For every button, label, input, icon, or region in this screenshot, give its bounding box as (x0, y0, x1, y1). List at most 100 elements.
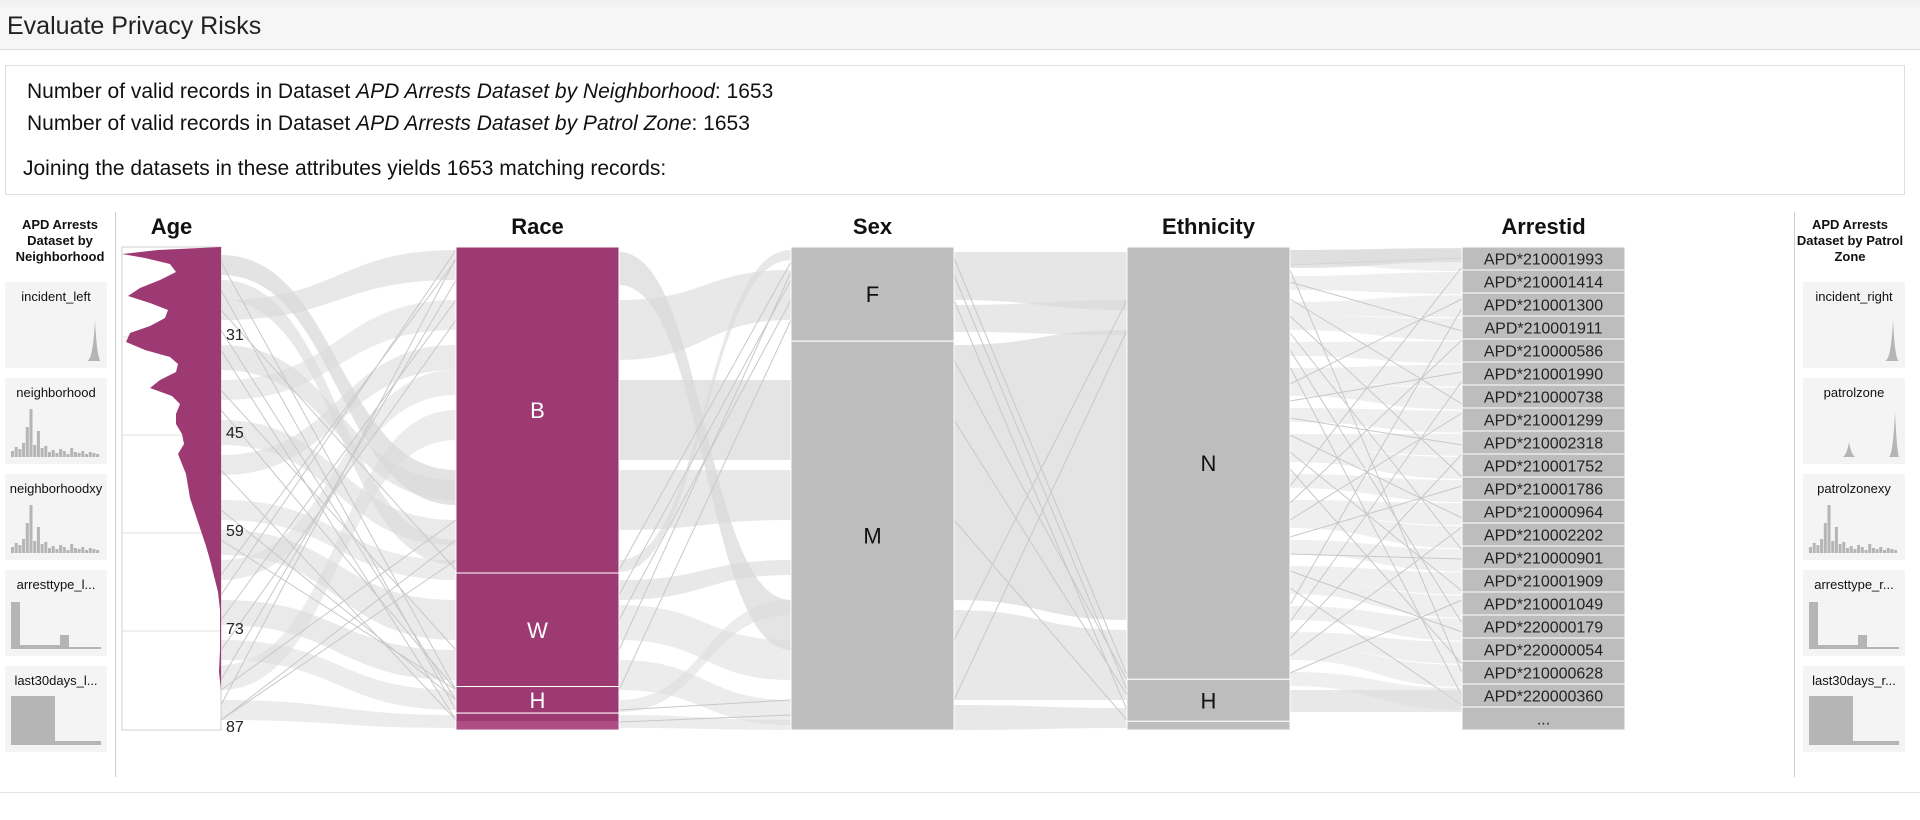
flow-line (220, 349, 457, 721)
mini-histogram (1809, 602, 1899, 649)
dataset-name: APD Arrests Dataset by Patrol Zone (356, 112, 692, 135)
flow-line (1289, 281, 1463, 332)
sex-category-block[interactable] (790, 340, 955, 731)
flow-line (220, 389, 457, 651)
mini-histogram (11, 602, 101, 649)
flow-ribbon (1290, 248, 1462, 268)
left-attribute-card[interactable]: neighborhoodxy (5, 474, 107, 560)
bottom-divider (0, 792, 1920, 793)
flow-line (953, 329, 1128, 701)
left-dataset-panel: APD Arrests Dataset by Neighborhood inci… (5, 212, 116, 777)
right-attribute-card[interactable]: patrolzonexy (1803, 474, 1905, 560)
arrestid-label: APD*210001990 (1484, 367, 1603, 384)
flow-ribbon (1290, 408, 1462, 433)
flow-line (1289, 366, 1463, 697)
race-category-label: W (527, 618, 548, 643)
flow-line (618, 319, 792, 691)
age-axis-title: Age (151, 214, 193, 239)
right-attribute-card[interactable]: incident_right (1803, 282, 1905, 368)
arrestid-label: APD*210001300 (1484, 298, 1603, 315)
arrestid-row[interactable] (1461, 706, 1626, 731)
flow-ribbon (619, 470, 791, 530)
mini-histogram (1809, 696, 1899, 745)
flow-line (618, 261, 792, 571)
flow-line (618, 271, 792, 651)
flow-ribbon (1290, 646, 1462, 687)
arrestid-label: APD*210001786 (1484, 482, 1603, 499)
right-attribute-card[interactable]: patrolzone (1803, 378, 1905, 464)
arrestid-label: APD*210000964 (1484, 505, 1603, 522)
race-axis-title: Race (511, 214, 564, 239)
flow-line (618, 714, 792, 723)
arrestid-label: APD*210001299 (1484, 413, 1603, 430)
arrestid-label: APD*210002318 (1484, 436, 1603, 453)
flow-ribbon (1290, 632, 1462, 664)
left-attribute-card[interactable]: incident_left (5, 282, 107, 368)
dataset-info-box: Number of valid records in Dataset APD A… (5, 65, 1905, 195)
record-count-value: : 1653 (691, 112, 750, 135)
flow-ribbon (221, 345, 456, 475)
flow-ribbon (619, 380, 791, 460)
flow-line (220, 559, 457, 721)
ethnicity-category-label: H (1201, 688, 1217, 713)
mini-histogram (11, 696, 101, 745)
flow-line (220, 329, 457, 701)
arrestid-axis-title: Arrestid (1501, 214, 1585, 239)
right-attribute-card[interactable]: last30days_r... (1803, 666, 1905, 752)
flow-line (220, 469, 457, 721)
ethnicity-category-block[interactable] (1126, 678, 1291, 722)
arrestid-label: APD*210001752 (1484, 459, 1603, 476)
flow-line (220, 319, 457, 651)
flow-line (953, 299, 1128, 711)
flow-line (1289, 266, 1463, 487)
race-category-block[interactable] (455, 246, 620, 574)
ethnicity-category-block[interactable] (1126, 246, 1291, 680)
left-attribute-card[interactable]: last30days_l... (5, 666, 107, 752)
arrestid-label: APD*210001909 (1484, 574, 1603, 591)
arrestid-label: APD*220000360 (1484, 689, 1603, 706)
race-category-label: H (530, 688, 546, 713)
arrestid-label: APD*210000586 (1484, 344, 1603, 361)
flow-ribbon (221, 250, 456, 320)
flow-ribbon (619, 600, 791, 712)
left-attribute-card[interactable]: arresttype_l... (5, 570, 107, 656)
arrestid-label: APD*210001911 (1484, 321, 1602, 338)
flow-ribbon (954, 300, 1127, 335)
flow-ribbon (619, 560, 791, 600)
axes-layer: Age Race Sex Ethnicity Arrestid 31 45 59 73 87 B W H… (121, 214, 1626, 736)
sex-category-block[interactable] (790, 246, 955, 342)
arrestid-label: APD*210000901 (1484, 551, 1603, 568)
age-tick-label: 45 (226, 425, 244, 442)
arrestid-label: APD*210001049 (1484, 597, 1603, 614)
flow-line (220, 261, 457, 691)
record-count-line-2: Number of valid records in Dataset APD A… (27, 112, 750, 136)
flow-line (618, 279, 792, 596)
flow-line (220, 279, 457, 681)
flow-line (220, 409, 457, 691)
flow-ribbon (221, 700, 456, 728)
age-tick-label: 59 (226, 523, 244, 540)
flow-line (1289, 468, 1463, 665)
mini-histogram (11, 320, 101, 361)
arrestid-label: APD*220000054 (1484, 643, 1603, 660)
mini-histogram (1809, 505, 1898, 553)
flow-ribbon (954, 705, 1127, 730)
dataset-name: APD Arrests Dataset by Neighborhood (356, 80, 715, 103)
flow-ribbon (619, 605, 791, 680)
page-title: Evaluate Privacy Risks (7, 12, 262, 40)
ethnicity-category-block[interactable] (1126, 720, 1291, 731)
arrestid-label: APD*210000738 (1484, 390, 1603, 407)
flow-line (1289, 485, 1463, 538)
record-count-line-1: Number of valid records in Dataset APD A… (27, 80, 773, 104)
flow-line (1289, 412, 1463, 521)
sex-category-label: M (863, 524, 881, 549)
record-count-prefix: Number of valid records in Dataset (27, 80, 357, 103)
race-category-block[interactable] (455, 686, 620, 714)
race-category-block[interactable] (455, 712, 620, 731)
left-attribute-card[interactable]: neighborhood (5, 378, 107, 464)
arrestid-label: APD*210002202 (1484, 528, 1603, 545)
right-attribute-card[interactable]: arresttype_r... (1803, 570, 1905, 656)
sex-axis-title: Sex (853, 214, 893, 239)
flow-line (1289, 349, 1463, 624)
